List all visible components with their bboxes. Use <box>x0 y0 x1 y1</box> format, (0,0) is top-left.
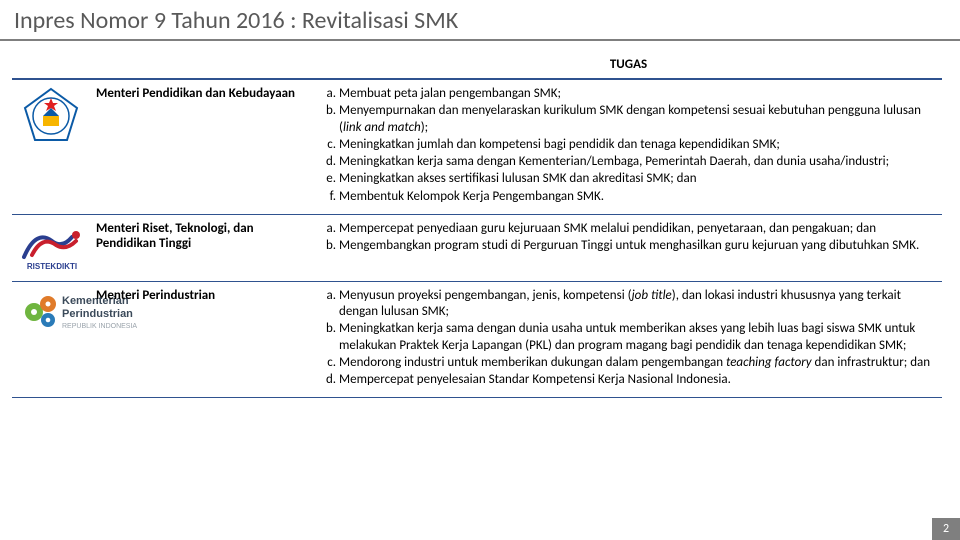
ristekdikti-icon: RISTEKDIKTI <box>18 221 86 273</box>
tugas-cell: Menyusun proyeksi pengembangan, jenis, k… <box>315 281 942 398</box>
table-row: Menteri Pendidikan dan KebudayaanMembuat… <box>12 79 942 214</box>
task-item: Mendorong industri untuk memberikan duku… <box>339 355 936 371</box>
task-item: Membentuk Kelompok Kerja Pengembangan SM… <box>339 189 936 205</box>
task-list: Menyusun proyeksi pengembangan, jenis, k… <box>321 288 936 389</box>
logo-cell: Kementerian Perindustrian REPUBLIK INDON… <box>12 281 90 398</box>
task-item: Menyusun proyeksi pengembangan, jenis, k… <box>339 288 936 321</box>
task-item: Meningkatkan kerja sama dengan dunia usa… <box>339 321 936 354</box>
minister-name: Menteri Pendidikan dan Kebudayaan <box>90 79 315 214</box>
minister-name: Menteri Riset, Teknologi, dan Pendidikan… <box>90 214 315 281</box>
tugas-cell: Membuat peta jalan pengembangan SMK;Meny… <box>315 79 942 214</box>
tugas-table: TUGAS Menteri Pendidikan dan KebudayaanM… <box>12 51 942 398</box>
svg-text:RISTEKDIKTI: RISTEKDIKTI <box>27 262 77 271</box>
page-number-badge: 2 <box>932 518 960 540</box>
header-tugas: TUGAS <box>315 51 942 79</box>
table-row: Kementerian Perindustrian REPUBLIK INDON… <box>12 281 942 398</box>
task-item: Menyempurnakan dan menyelaraskan kurikul… <box>339 103 936 136</box>
logo-cell <box>12 79 90 214</box>
svg-text:REPUBLIK INDONESIA: REPUBLIK INDONESIA <box>62 323 137 330</box>
table-row: RISTEKDIKTI Menteri Riset, Teknologi, da… <box>12 214 942 281</box>
task-item: Mempercepat penyelesaian Standar Kompete… <box>339 372 936 388</box>
logo-cell: RISTEKDIKTI <box>12 214 90 281</box>
task-item: Meningkatkan akses sertifikasi lulusan S… <box>339 171 936 187</box>
task-item: Mengembangkan program studi di Perguruan… <box>339 238 936 254</box>
task-item: Meningkatkan kerja sama dengan Kementeri… <box>339 154 936 170</box>
task-item: Membuat peta jalan pengembangan SMK; <box>339 86 936 102</box>
header-name <box>90 51 315 79</box>
table-header-row: TUGAS <box>12 51 942 79</box>
kemdikbud-icon <box>21 86 81 146</box>
task-item: Meningkatkan jumlah dan kompetensi bagi … <box>339 137 936 153</box>
task-list: Mempercepat penyediaan guru kejuruaan SM… <box>321 221 936 255</box>
page-title: Inpres Nomor 9 Tahun 2016 : Revitalisasi… <box>14 6 946 35</box>
content-area: TUGAS Menteri Pendidikan dan KebudayaanM… <box>0 41 960 398</box>
header-logo <box>12 51 90 79</box>
minister-name: Menteri Perindustrian <box>90 281 315 398</box>
task-list: Membuat peta jalan pengembangan SMK;Meny… <box>321 86 936 205</box>
svg-text:Perindustrian: Perindustrian <box>62 308 133 320</box>
tugas-cell: Mempercepat penyediaan guru kejuruaan SM… <box>315 214 942 281</box>
title-bar: Inpres Nomor 9 Tahun 2016 : Revitalisasi… <box>0 0 960 41</box>
task-item: Mempercepat penyediaan guru kejuruaan SM… <box>339 221 936 237</box>
